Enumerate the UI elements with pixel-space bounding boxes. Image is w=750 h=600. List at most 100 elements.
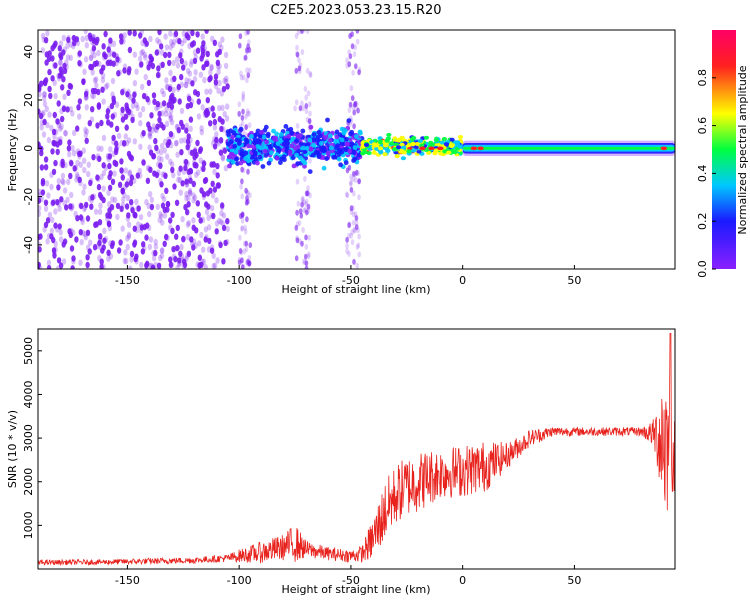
- spectrogram-cell: [120, 168, 125, 175]
- spectrogram-cell: [146, 224, 152, 232]
- spectrogram-cell: [92, 60, 98, 68]
- spectrogram-cell: [157, 116, 162, 124]
- spectrogram-cell: [38, 205, 42, 212]
- spectrogram-cell: [240, 225, 245, 232]
- spectrogram-cell: [45, 30, 50, 37]
- spectrogram-cell: [354, 169, 359, 176]
- spectrogram-cell: [70, 265, 75, 269]
- spectrogram-cell: [215, 257, 220, 264]
- spectrogram-cell: [180, 215, 185, 223]
- spectrogram-cell: [350, 239, 355, 246]
- spectrogram-cell: [159, 43, 164, 50]
- spectrogram-cell: [341, 130, 347, 136]
- spectrogram-cell: [179, 40, 185, 47]
- spectrogram-cell: [160, 87, 165, 95]
- spectrogram-cell: [185, 234, 191, 241]
- spectrogram-cell: [217, 240, 223, 247]
- spectrogram-cell: [246, 258, 250, 265]
- spectrogram-cell: [362, 150, 368, 155]
- spectrogram-cell: [148, 133, 153, 140]
- spectrogram-cell: [225, 83, 230, 90]
- spectrogram-cell: [325, 117, 330, 123]
- spectrogram-cell: [349, 174, 353, 180]
- spectrogram-cell: [248, 192, 252, 199]
- spectrogram-cell: [219, 125, 224, 133]
- spectrogram-cell: [129, 199, 134, 206]
- spectrogram-cell: [159, 247, 165, 254]
- spectrogram-cell: [296, 30, 301, 36]
- spectrogram-cell: [207, 237, 212, 245]
- spectrogram-cell: [168, 256, 173, 263]
- spectrogram-cell: [351, 150, 357, 156]
- spectrogram-cell: [164, 44, 170, 51]
- spectrogram-cell: [215, 162, 220, 170]
- spectrogram-cell: [88, 179, 93, 187]
- spectrogram-cell: [186, 201, 191, 208]
- spectrogram-cell: [167, 85, 173, 93]
- spectrogram-cell: [345, 57, 350, 64]
- spectrogram-cell: [46, 259, 52, 266]
- spectrogram-cell: [240, 166, 244, 173]
- spectrogram-cell: [56, 72, 61, 80]
- spectrogram-cell: [167, 59, 172, 67]
- spectrogram-cell: [304, 265, 309, 269]
- spectrogram-cell: [85, 244, 91, 251]
- spectrogram-cell: [220, 104, 225, 112]
- spectrogram-cell: [220, 118, 225, 125]
- spectrogram-cell: [306, 185, 310, 192]
- spectrogram-cell: [185, 221, 191, 228]
- spectrogram-cell: [67, 151, 72, 158]
- spectrogram-cell: [138, 32, 143, 39]
- spectrogram-cell: [42, 226, 47, 233]
- spectrogram-cell: [89, 203, 94, 210]
- spectrogram-cell: [209, 63, 214, 71]
- spectrogram-cell: [185, 180, 190, 188]
- spectrogram-cell: [245, 111, 250, 117]
- spectrogram-cell: [345, 167, 350, 174]
- spectrogram-cell: [39, 164, 45, 171]
- spectrogram-cell: [308, 70, 313, 77]
- spectrogram-cell: [62, 238, 68, 245]
- spectrogram-cell: [103, 53, 108, 60]
- x-tick-label: 50: [567, 274, 581, 287]
- spectrogram-cell: [159, 142, 165, 150]
- spectrogram-cell: [108, 253, 114, 260]
- spectrogram-cell: [211, 111, 216, 119]
- spectrogram-cell: [291, 163, 297, 169]
- spectrogram-cell: [266, 160, 272, 166]
- spectrogram-cell: [117, 57, 122, 64]
- spectrogram-cell: [148, 35, 153, 43]
- spectrogram-cell: [211, 252, 216, 260]
- spectrogram-cell: [178, 165, 183, 172]
- spectrogram-cell: [304, 243, 309, 250]
- colorbar-tick-label: 0.0: [696, 260, 709, 278]
- spectrogram-cell: [268, 145, 273, 150]
- spectrogram-cell: [128, 179, 134, 187]
- spectrogram-cell: [209, 244, 215, 251]
- spectrogram-cell: [353, 44, 358, 51]
- spectrogram-cell: [396, 145, 402, 150]
- spectrogram-cell: [272, 135, 277, 141]
- spectrogram-cell: [52, 79, 57, 87]
- spectrogram-cell: [96, 103, 102, 110]
- spectrogram-cell: [109, 121, 114, 128]
- spectrogram-cell: [179, 137, 184, 144]
- spectrogram-cell: [238, 234, 242, 241]
- spectrogram-cell: [188, 190, 193, 197]
- spectrogram-cell: [124, 181, 130, 188]
- y-tick-label: 1000: [22, 511, 35, 539]
- spectrogram-cell: [301, 195, 305, 202]
- spectrogram-cell: [154, 126, 159, 134]
- spectrogram-cell: [349, 186, 354, 193]
- spectrogram-cell: [146, 98, 151, 106]
- spectrogram-cell: [126, 231, 132, 238]
- spectrogram-cell: [233, 149, 239, 155]
- spectrogram-cell: [437, 146, 444, 151]
- spectrogram-x-ticks: -150 -100 -50 0 50: [115, 265, 581, 287]
- spectrogram-cell: [85, 261, 90, 269]
- spectrogram-cell: [199, 129, 204, 136]
- spectrogram-cell: [304, 260, 309, 267]
- spectrogram-cell: [92, 52, 97, 59]
- spectrogram-cell: [58, 139, 63, 146]
- spectrogram-cell: [433, 148, 439, 153]
